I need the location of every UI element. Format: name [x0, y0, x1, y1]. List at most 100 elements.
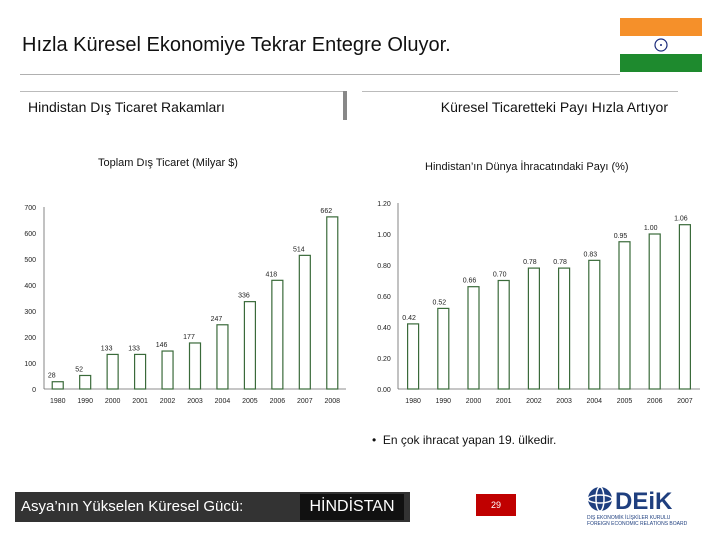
right-data-label: 0.42: [402, 315, 416, 322]
logo-wordmark: DEiK: [615, 488, 673, 515]
left-xtick-label: 2002: [160, 398, 176, 405]
right-data-label: 0.78: [553, 259, 567, 266]
bullet-text: En çok ihracat yapan 19. ülkedir.: [382, 433, 557, 447]
bullet-item: • En çok ihracat yapan 19. ülkedir.: [372, 433, 556, 447]
right-data-label: 1.00: [644, 225, 658, 232]
ashoka-chakra: [654, 38, 668, 52]
right-data-label: 0.52: [432, 299, 446, 306]
right-bar: [557, 267, 571, 390]
india-flag-icon: [620, 18, 702, 72]
left-bar: [133, 353, 147, 390]
left-xtick-label: 2004: [215, 398, 231, 405]
right-chart-title: Hindistan’ın Dünya İhracatındaki Payı (%…: [425, 161, 629, 173]
left-bar: [271, 279, 284, 390]
left-ytick-label: 0: [32, 387, 36, 394]
left-data-label: 133: [101, 345, 113, 352]
right-section-header: Küresel Ticaretteki Payı Hızla Artıyor: [362, 91, 678, 121]
right-bar: [618, 241, 631, 390]
right-xtick-label: 2000: [466, 398, 482, 405]
left-bar: [51, 381, 64, 390]
logo-subtitle-1: DIŞ EKONOMİK İLİŞKİLER KURULU: [587, 514, 671, 521]
left-data-label: 52: [75, 366, 83, 373]
left-data-label: 133: [128, 345, 140, 352]
left-ytick-label: 400: [24, 283, 36, 290]
right-bar: [678, 224, 692, 390]
right-section-header-text: Küresel Ticaretteki Payı Hızla Artıyor: [440, 99, 668, 115]
right-xtick-label: 2005: [617, 398, 633, 405]
left-xtick-label: 2008: [324, 398, 340, 405]
page-number: 29: [476, 494, 516, 516]
left-bar: [79, 374, 92, 390]
right-bar: [648, 233, 661, 390]
right-xtick-label: 2003: [556, 398, 572, 405]
left-xtick-label: 2001: [132, 398, 148, 405]
left-ytick-label: 500: [24, 257, 36, 264]
left-header-cap: [343, 91, 347, 120]
left-data-label: 418: [266, 271, 278, 278]
logo-subtitle-2: FOREIGN ECONOMIC RELATIONS BOARD: [587, 521, 688, 527]
right-data-label: 0.66: [463, 278, 477, 285]
left-data-label: 514: [293, 246, 305, 253]
flag-saffron-band: [620, 18, 702, 36]
title-divider: [20, 74, 620, 75]
deik-logo-icon: DEiK DIŞ EKONOMİK İLİŞKİLER KURULU FOREI…: [587, 486, 688, 527]
right-data-label: 0.95: [614, 233, 628, 240]
left-ytick-label: 100: [24, 361, 36, 368]
left-ytick-label: 700: [24, 205, 36, 212]
right-ytick-label: 0.40: [377, 325, 391, 332]
footer-country: HİNDİSTAN: [300, 494, 404, 520]
bullet-marker: •: [372, 433, 383, 447]
right-ytick-label: 0.00: [377, 387, 391, 394]
left-bar: [216, 324, 229, 390]
left-ytick-label: 300: [24, 309, 36, 316]
right-data-label: 1.06: [674, 216, 688, 223]
left-data-label: 177: [183, 334, 195, 341]
right-data-label: 0.78: [523, 259, 537, 266]
left-bar: [161, 350, 174, 390]
left-xtick-label: 1980: [50, 398, 66, 405]
left-xtick-label: 2000: [105, 398, 121, 405]
right-xtick-label: 1990: [436, 398, 452, 405]
left-data-label: 662: [320, 208, 332, 215]
left-bar: [106, 353, 119, 390]
right-bar: [527, 267, 541, 390]
left-chart-title: Toplam Dış Ticaret (Milyar $): [98, 157, 238, 169]
right-xtick-label: 2004: [587, 398, 603, 405]
right-ytick-label: 1.00: [377, 232, 391, 239]
right-data-label: 0.70: [493, 272, 507, 279]
left-data-label: 28: [48, 373, 56, 380]
right-ytick-label: 0.20: [377, 356, 391, 363]
right-ytick-label: 1.20: [377, 201, 391, 208]
left-data-label: 146: [156, 342, 168, 349]
left-bar: [188, 342, 202, 390]
flag-green-band: [620, 54, 702, 72]
left-xtick-label: 2003: [187, 398, 203, 405]
right-xtick-label: 1980: [405, 398, 421, 405]
left-bar: [326, 216, 339, 390]
left-xtick-label: 1990: [77, 398, 93, 405]
left-bar: [298, 254, 311, 390]
footer-slogan: Asya’nın Yükselen Küresel Gücü:: [21, 498, 244, 515]
left-section-header-text: Hindistan Dış Ticaret Rakamları: [28, 99, 225, 115]
left-bar: [243, 301, 257, 390]
left-data-label: 247: [211, 316, 223, 323]
right-xtick-label: 2006: [647, 398, 663, 405]
left-data-label: 336: [238, 293, 250, 300]
slide-title: Hızla Küresel Ekonomiye Tekrar Entegre O…: [22, 34, 451, 56]
left-xtick-label: 2005: [242, 398, 258, 405]
left-ytick-label: 600: [24, 231, 36, 238]
right-xtick-label: 2007: [677, 398, 693, 405]
right-bar: [407, 323, 420, 390]
right-ytick-label: 0.60: [377, 294, 391, 301]
left-ytick-label: 200: [24, 335, 36, 342]
right-ytick-label: 0.80: [377, 263, 391, 270]
right-bar: [497, 279, 510, 390]
footer-banner: Asya’nın Yükselen Küresel Gücü: HİNDİSTA…: [15, 492, 410, 522]
right-bar: [588, 259, 601, 390]
right-xtick-label: 2001: [496, 398, 512, 405]
right-bar: [467, 286, 480, 390]
left-xtick-label: 2007: [297, 398, 313, 405]
right-data-label: 0.83: [583, 251, 597, 258]
left-xtick-label: 2006: [270, 398, 286, 405]
